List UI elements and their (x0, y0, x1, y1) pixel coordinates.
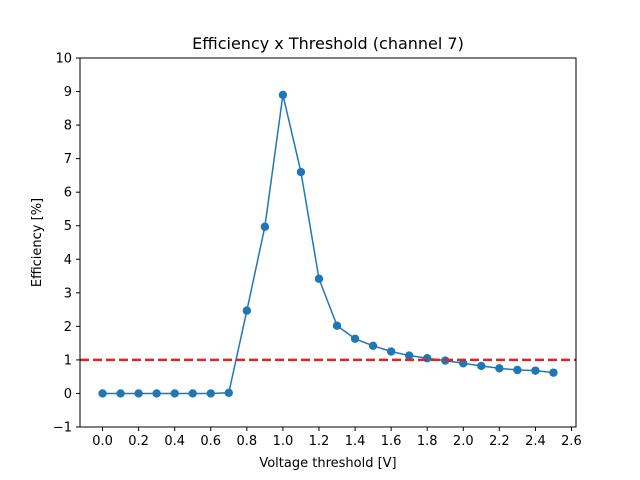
data-point (531, 366, 540, 375)
data-point (495, 364, 504, 373)
x-tick-label: 1.2 (309, 434, 330, 449)
x-tick-label: 2.6 (561, 434, 582, 449)
chart-title: Efficiency x Threshold (channel 7) (192, 34, 464, 53)
y-tick-label: 5 (64, 219, 72, 234)
y-tick-label: 6 (64, 186, 72, 201)
data-point (314, 274, 324, 283)
data-point (477, 361, 486, 371)
x-tick-label: 2.2 (489, 434, 510, 449)
y-tick-label: 1 (64, 353, 72, 368)
data-point (188, 389, 197, 398)
data-point (152, 389, 161, 398)
x-tick-label: 1.8 (417, 434, 438, 449)
x-tick-label: 1.4 (345, 434, 366, 449)
y-tick-label: 3 (64, 286, 72, 301)
x-axis: 0.0 0.2 0.4 0.6 0.8 1.0 1.2 1.4 1.6 1.8 2.0 2.2 2.4 2… (92, 427, 582, 449)
data-point (549, 368, 558, 377)
plot-area (80, 90, 576, 398)
y-tick-label: 2 (64, 320, 72, 335)
x-tick-label: 2.0 (453, 434, 474, 449)
x-axis-label: Voltage threshold [V] (259, 456, 396, 471)
x-tick-label: 0.2 (128, 434, 149, 449)
data-point (242, 306, 252, 315)
y-tick-label: 7 (64, 152, 72, 167)
data-point (170, 389, 179, 398)
x-tick-label: 1.6 (381, 434, 402, 449)
y-tick-label: 10 (55, 52, 72, 67)
y-tick-label: 9 (64, 85, 72, 100)
data-point (260, 222, 270, 231)
y-axis: −1 0 1 2 3 4 5 6 7 8 9 10 (53, 52, 80, 436)
y-tick-label: 4 (64, 253, 72, 268)
data-point (350, 334, 360, 343)
data-point (513, 365, 522, 375)
y-tick-label: 0 (64, 387, 72, 402)
data-point (224, 388, 233, 397)
data-point (278, 90, 288, 100)
axes-frame (79, 57, 577, 428)
y-tick-label: 8 (64, 119, 72, 134)
data-point (404, 351, 414, 360)
data-point (423, 354, 432, 363)
x-tick-label: 0.0 (92, 434, 113, 449)
data-point (98, 389, 107, 398)
x-tick-label: 1.0 (273, 434, 294, 449)
y-tick-label: −1 (53, 421, 72, 436)
data-point (296, 167, 306, 177)
data-point (116, 389, 125, 398)
data-point (368, 341, 378, 351)
y-axis-label: Efficiency [%] (30, 198, 45, 287)
x-tick-label: 2.4 (525, 434, 546, 449)
data-point (386, 347, 396, 356)
x-tick-label: 0.4 (164, 434, 185, 449)
x-tick-label: 0.8 (236, 434, 257, 449)
data-point (459, 359, 468, 368)
data-point (206, 389, 215, 398)
x-tick-label: 0.6 (200, 434, 221, 449)
data-point (332, 321, 342, 330)
data-point (134, 389, 143, 398)
